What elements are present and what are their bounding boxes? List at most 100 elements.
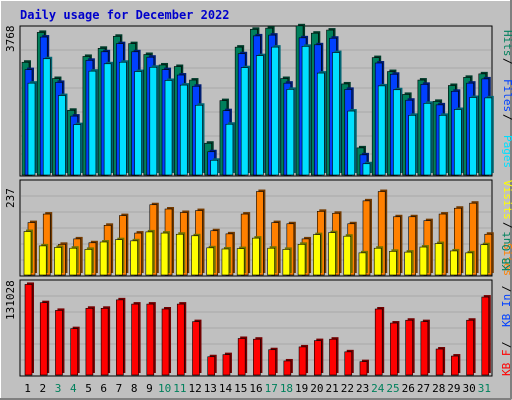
bar-visits-day-8 [130,240,138,276]
bar-pages-day-19 [301,46,310,176]
panel-bottom-frame [19,279,493,377]
bar-sites-day-25 [393,216,401,276]
legend-separator: / [500,285,512,292]
bar-pages-day-20 [316,72,325,176]
bar-pages-day-7 [119,61,127,176]
bar-visits-day-20 [312,234,321,276]
bar-sites-day-16 [256,191,264,276]
bar-sites-day-15 [240,213,249,276]
legend-separator: / [501,222,512,229]
bar-kb-day-2 [39,302,48,376]
bar-visits-day-26 [404,251,412,276]
x-tick-label-day-19: 19 [295,382,308,395]
x-tick-label-day-30: 30 [463,382,476,395]
bar-pages-day-8 [134,71,142,176]
bar-kb-day-27 [420,321,429,376]
x-tick-label-day-17: 17 [265,382,278,395]
bar-pages-day-3 [58,95,66,176]
x-tick-label-day-18: 18 [280,382,293,395]
bar-pages-day-21 [332,52,340,176]
bar-pages-day-1 [27,82,36,176]
bar-pages-day-15 [240,67,249,176]
x-tick-label-day-22: 22 [341,382,354,395]
bar-kb-day-14 [222,354,231,376]
bar-kb-day-19 [298,346,307,376]
x-tick-label-day-28: 28 [432,382,445,395]
legend-visits: Visits [501,180,512,220]
bar-pages-day-24 [377,85,386,176]
bar-pages-day-17 [271,46,279,176]
bar-visits-day-15 [236,248,245,276]
x-tick-label-day-11: 11 [173,382,186,395]
x-tick-label-day-23: 23 [356,382,369,395]
x-tick-label-day-8: 8 [131,382,138,395]
x-tick-label-day-25: 25 [386,382,399,395]
bar-pages-day-12 [195,104,203,176]
bar-visits-day-10 [160,232,169,276]
legend-pages: Pages [501,135,512,168]
bar-kb-day-26 [405,319,413,376]
x-tick-label-day-21: 21 [326,382,339,395]
x-tick-label-day-26: 26 [402,382,415,395]
bar-kb-day-21 [329,338,337,376]
legend-separator: / [501,114,512,121]
x-tick-label-day-16: 16 [249,382,262,395]
bar-kb-day-16 [253,338,261,376]
bar-kb-day-12 [192,321,200,376]
bar-kb-day-18 [283,360,292,376]
x-tick-label-day-1: 1 [24,382,31,395]
bar-pages-day-10 [164,80,173,176]
bar-pages-day-30 [469,97,477,176]
bar-pages-day-14 [225,123,234,176]
x-tick-label-day-10: 10 [158,382,171,395]
bar-visits-day-17 [267,247,275,276]
bar-pages-day-5 [88,70,97,176]
bar-sites-day-30 [469,202,477,276]
bar-visits-day-6 [99,241,108,276]
x-tick-label-day-5: 5 [85,382,92,395]
legend-separator: / [500,341,512,348]
bar-visits-day-31 [480,244,489,276]
bar-pages-day-27 [423,103,432,176]
x-tick-label-day-9: 9 [146,382,153,395]
bar-visits-day-13 [206,247,215,276]
bar-visits-day-22 [343,235,352,276]
x-tick-label-day-12: 12 [188,382,201,395]
legend-sites: Sites [501,243,512,276]
bar-kb-day-23 [359,361,368,376]
bar-kb-day-29 [451,355,459,376]
bar-pages-day-23 [362,163,371,176]
bar-visits-day-14 [221,248,230,276]
bar-kb-day-3 [55,310,63,376]
bar-kb-day-13 [207,356,216,376]
bar-kb-day-31 [481,296,490,376]
bar-kb-day-25 [390,322,398,376]
x-tick-label-day-13: 13 [204,382,217,395]
bar-visits-day-29 [450,250,458,276]
y-max-label-middle: 237 [4,188,17,208]
bar-pages-day-29 [454,109,462,176]
bar-visits-day-24 [373,247,382,276]
bar-visits-day-28 [434,243,443,276]
x-tick-label-day-2: 2 [40,382,47,395]
bar-sites-day-26 [408,216,416,276]
bar-visits-day-27 [419,246,428,276]
bar-pages-day-31 [484,97,493,176]
y-max-label-top: 3768 [4,26,17,53]
bar-visits-day-19 [297,244,306,276]
panel-middle-frame [19,179,493,277]
bar-pages-day-22 [347,110,356,176]
bar-pages-day-28 [438,115,447,176]
legend-kb-f: KB F [500,350,512,377]
bar-pages-day-9 [149,66,158,176]
x-tick-label-day-3: 3 [55,382,62,395]
x-tick-label-day-27: 27 [417,382,430,395]
bar-pages-day-4 [73,124,81,176]
bar-kb-day-8 [131,303,139,376]
y-max-label-bottom: 131028 [4,280,17,320]
x-tick-label-day-29: 29 [447,382,460,395]
x-tick-label-day-7: 7 [116,382,123,395]
bar-kb-day-7 [116,299,124,376]
